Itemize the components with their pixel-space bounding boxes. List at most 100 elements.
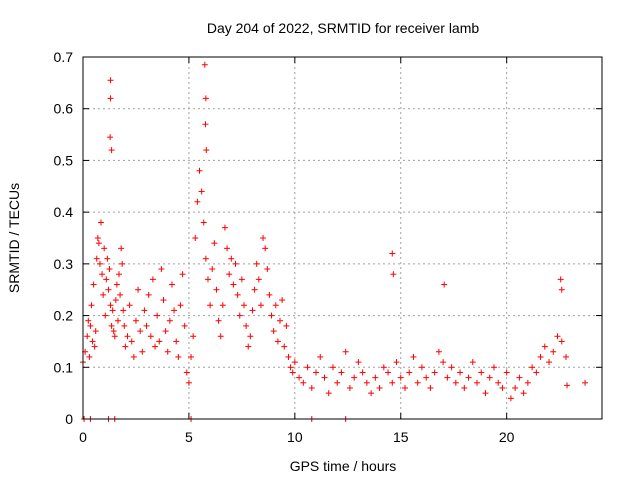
data-point <box>91 343 98 350</box>
data-point <box>272 302 279 309</box>
data-point <box>121 322 128 329</box>
data-point <box>313 369 320 376</box>
data-point <box>139 348 146 355</box>
data-point <box>296 374 303 381</box>
data-point <box>240 302 247 309</box>
data-point <box>452 379 459 386</box>
data-point <box>113 281 120 288</box>
data-point <box>102 312 109 319</box>
data-point <box>557 276 564 283</box>
data-point <box>236 312 243 319</box>
data-point <box>130 353 137 360</box>
data-point <box>204 276 211 283</box>
data-point <box>247 333 254 340</box>
y-tick-label: 0.5 <box>54 152 74 168</box>
data-point <box>110 328 117 335</box>
data-point <box>152 343 159 350</box>
data-point <box>145 291 152 298</box>
data-point <box>359 369 366 376</box>
data-point <box>490 364 497 371</box>
data-point <box>495 379 502 386</box>
data-point <box>226 271 233 278</box>
data-point <box>287 364 294 371</box>
y-tick-label: 0.6 <box>54 101 74 117</box>
data-point <box>393 359 400 366</box>
data-point <box>203 147 210 154</box>
x-axis-title: GPS time / hours <box>290 458 397 474</box>
data-point <box>285 353 292 360</box>
data-point <box>200 219 207 226</box>
y-tick-label: 0 <box>65 411 73 427</box>
y-tick-label: 0.4 <box>54 204 74 220</box>
plot-frame <box>82 56 603 420</box>
data-point <box>440 359 447 366</box>
data-point <box>243 322 250 329</box>
data-point <box>257 302 264 309</box>
data-point <box>444 374 451 381</box>
x-tick-label: 20 <box>499 429 515 445</box>
data-point <box>89 338 96 345</box>
data-point <box>116 271 123 278</box>
data-point <box>95 240 102 247</box>
data-point <box>537 353 544 360</box>
data-point <box>119 260 126 267</box>
data-point <box>99 271 106 278</box>
data-point <box>351 374 358 381</box>
data-point <box>86 353 93 360</box>
data-point <box>111 333 118 340</box>
data-point <box>503 369 510 376</box>
data-point <box>213 286 220 293</box>
data-point <box>173 338 180 345</box>
data-point <box>207 302 214 309</box>
data-point <box>376 384 383 391</box>
x-tick-label: 5 <box>185 429 193 445</box>
data-point <box>219 302 226 309</box>
data-point <box>264 266 271 273</box>
data-point <box>215 317 222 324</box>
data-point <box>427 384 434 391</box>
data-point <box>372 374 379 381</box>
data-point <box>221 224 228 231</box>
data-point <box>274 338 281 345</box>
data-point <box>188 353 195 360</box>
data-point <box>154 312 161 319</box>
data-point <box>100 291 107 298</box>
data-point <box>238 276 245 283</box>
data-point <box>160 297 167 304</box>
data-point <box>277 317 284 324</box>
data-point <box>181 322 188 329</box>
data-point <box>104 255 111 262</box>
data-point <box>105 286 112 293</box>
data-point <box>482 390 489 397</box>
data-point <box>85 317 92 324</box>
data-point <box>87 322 94 329</box>
data-point <box>334 379 341 386</box>
data-points <box>80 61 589 422</box>
data-point <box>93 255 100 262</box>
data-point <box>558 338 565 345</box>
data-point <box>469 359 476 366</box>
data-point <box>147 333 154 340</box>
data-point <box>126 302 133 309</box>
data-point <box>192 235 199 241</box>
data-point <box>98 219 105 226</box>
data-point <box>268 312 275 319</box>
data-point <box>283 322 290 329</box>
data-point <box>112 297 119 304</box>
data-point <box>300 379 307 386</box>
data-point <box>202 95 209 102</box>
data-point <box>149 276 156 283</box>
data-point <box>401 384 408 391</box>
data-point <box>507 395 514 402</box>
data-point <box>196 167 203 174</box>
data-point <box>202 255 209 262</box>
data-point <box>183 369 190 376</box>
data-point <box>308 384 315 391</box>
data-point <box>441 281 448 288</box>
data-point <box>164 348 171 355</box>
data-point <box>249 307 256 314</box>
data-point <box>179 271 186 278</box>
data-point <box>410 353 417 360</box>
data-point <box>120 307 127 314</box>
y-tick-label: 0.1 <box>54 359 74 375</box>
